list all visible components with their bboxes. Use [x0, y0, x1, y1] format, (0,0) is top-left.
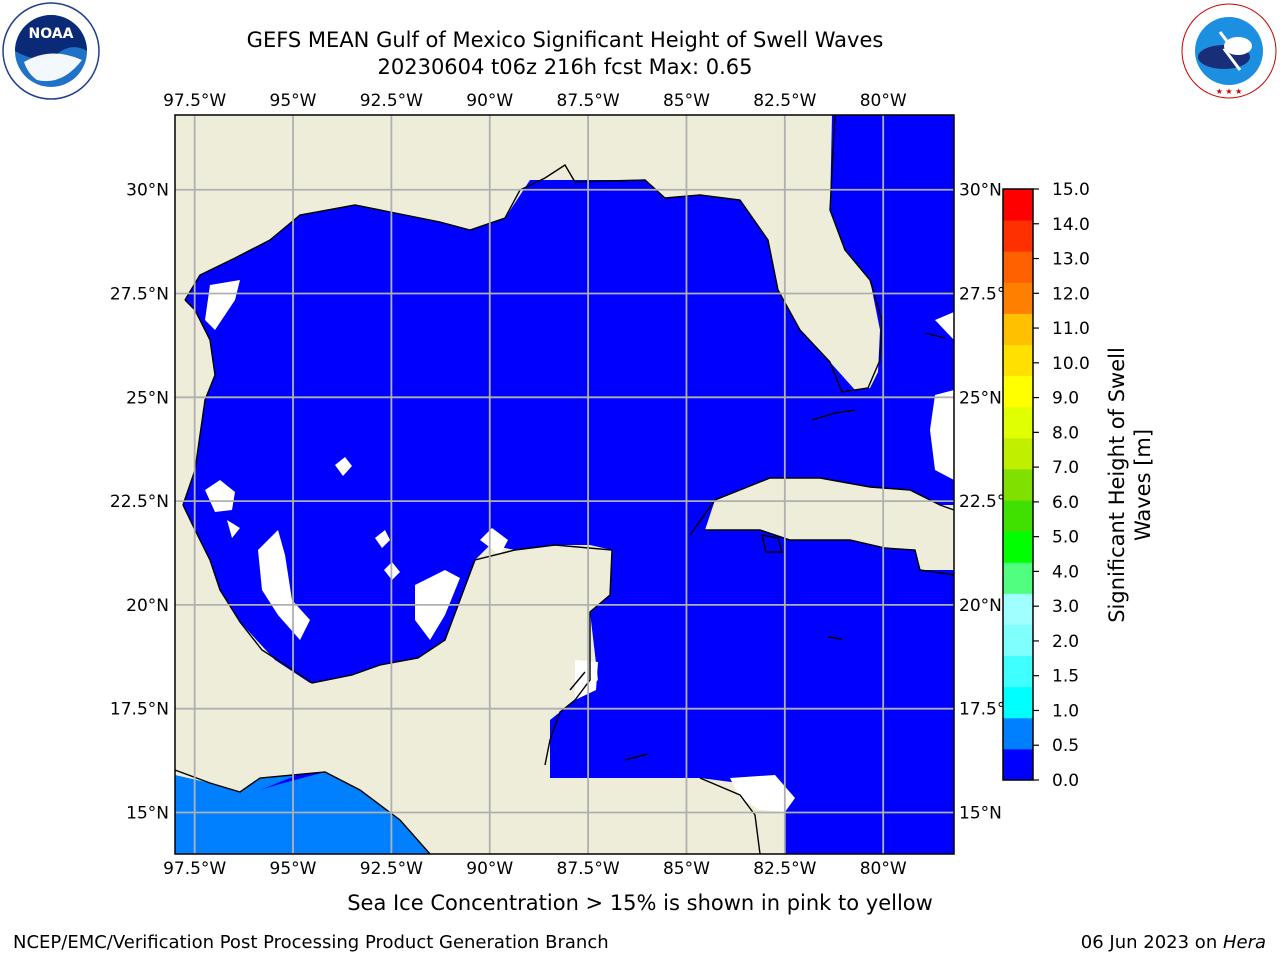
- noaa-logo: NOAA: [2, 2, 100, 100]
- lat-label-left: 25°N: [126, 388, 169, 408]
- colorbar-tick-label: 14.0: [1052, 215, 1090, 235]
- lat-label-left: 17.5°N: [110, 700, 169, 720]
- lat-label-right: 20°N: [959, 596, 1002, 616]
- lon-label-bottom: 95°W: [270, 859, 317, 879]
- colorbar-segment: [1003, 437, 1033, 470]
- colorbar-segment: [1003, 251, 1033, 283]
- missing-data-areas: [205, 280, 954, 812]
- lat-label-right: 25°N: [959, 388, 1002, 408]
- chart-title: GEFS MEAN Gulf of Mexico Significant Hei…: [246, 28, 884, 52]
- colorbar-segment: [1003, 624, 1033, 657]
- lon-label-bottom: 97.5°W: [163, 859, 226, 879]
- generation-date: 06 Jun 2023 on Hera: [1081, 932, 1266, 953]
- colorbar-tick-label: 15.0: [1052, 180, 1090, 200]
- lon-label-top: 95°W: [270, 91, 317, 111]
- colorbar-segment: [1003, 344, 1033, 377]
- lat-label-right: 30°N: [959, 181, 1002, 201]
- lon-label-bottom: 87.5°W: [557, 859, 620, 879]
- lon-label-top: 80°W: [860, 91, 907, 111]
- lat-label-left: 15°N: [126, 803, 169, 823]
- gridlines: [175, 115, 954, 854]
- gulf-ocean: [183, 115, 954, 854]
- nws-logo: ★ ★ ★: [1180, 2, 1278, 100]
- colorbar-frame: [1002, 188, 1034, 781]
- lon-label-bottom: 90°W: [466, 859, 513, 879]
- organization-credit: NCEP/EMC/Verification Post Processing Pr…: [13, 932, 609, 953]
- lat-label-left: 20°N: [126, 596, 169, 616]
- colorbar-segment: [1003, 655, 1033, 688]
- colorbar-label-line2: Waves [m]: [1131, 429, 1155, 541]
- colorbar-segment: [1003, 593, 1033, 625]
- colorbar-tick-label: 13.0: [1052, 250, 1090, 270]
- svg-text:★ ★ ★: ★ ★ ★: [1216, 87, 1243, 96]
- colorbar-segment: [1003, 282, 1033, 314]
- colorbar-tick-label: 9.0: [1052, 389, 1079, 409]
- lon-label-top: 97.5°W: [163, 91, 226, 111]
- colorbar-tick-label: 0.0: [1052, 771, 1079, 791]
- colorbar-tick-label: 11.0: [1052, 319, 1090, 339]
- lon-label-bottom: 92.5°W: [360, 859, 423, 879]
- colorbar-segment: [1003, 468, 1033, 501]
- colorbar-segment: [1003, 313, 1033, 346]
- colorbar-segment: [1003, 220, 1033, 252]
- colorbar-segment: [1003, 500, 1033, 532]
- lat-label-left: 30°N: [126, 181, 169, 201]
- colorbar-tick-label: 1.0: [1052, 701, 1079, 721]
- lat-label-left: 27.5°N: [110, 285, 169, 305]
- lon-label-top: 87.5°W: [557, 91, 620, 111]
- colorbar-label: Significant Height of Swell: [1105, 347, 1129, 623]
- map-frame: [174, 114, 955, 855]
- colorbar-tick-label: 5.0: [1052, 528, 1079, 548]
- lon-label-top: 90°W: [466, 91, 513, 111]
- colorbar-tick-label: 7.0: [1052, 458, 1079, 478]
- colorbar-tick-label: 2.0: [1052, 632, 1079, 652]
- lat-label-right: 15°N: [959, 803, 1002, 823]
- colorbar-tick-label: 0.5: [1052, 736, 1079, 756]
- host-name: Hera: [1222, 932, 1266, 953]
- colorbar-segment: [1003, 562, 1033, 594]
- chart-subtitle: 20230604 t06z 216h fcst Max: 0.65: [377, 55, 753, 79]
- sea-ice-note: Sea Ice Concentration > 15% is shown in …: [347, 891, 933, 915]
- colorbar-tick-label: 4.0: [1052, 562, 1079, 582]
- lon-label-top: 85°W: [663, 91, 710, 111]
- colorbar-segment: [1003, 189, 1033, 221]
- colorbar: 15.0 14.0 13.0 12.0 11.0 10.0 9.0 8.0 7.0 6.0 5.0 4…: [1002, 180, 1090, 791]
- colorbar-segment: [1003, 686, 1033, 719]
- lon-label-top: 82.5°W: [753, 91, 816, 111]
- colorbar-tick-label: 6.0: [1052, 493, 1079, 513]
- lon-label-bottom: 82.5°W: [753, 859, 816, 879]
- colorbar-tick-label: 10.0: [1052, 354, 1090, 374]
- colorbar-tick-label: 8.0: [1052, 423, 1079, 443]
- lat-label-left: 22.5°N: [110, 492, 169, 512]
- colorbar-segment: [1003, 406, 1033, 439]
- colorbar-segment: [1003, 531, 1033, 563]
- colorbar-segment: [1003, 748, 1033, 781]
- colorbar-segment: [1003, 375, 1033, 408]
- colorbar-tick-label: 3.0: [1052, 597, 1079, 617]
- colorbar-tick-label: 1.5: [1052, 667, 1079, 687]
- lon-label-bottom: 85°W: [663, 859, 710, 879]
- lon-label-top: 92.5°W: [360, 91, 423, 111]
- generation-date-text: 06 Jun 2023 on: [1080, 932, 1223, 953]
- lon-label-bottom: 80°W: [860, 859, 907, 879]
- colorbar-segment: [1003, 717, 1033, 750]
- colorbar-tick-label: 12.0: [1052, 284, 1090, 304]
- noaa-logo-text: NOAA: [29, 26, 74, 42]
